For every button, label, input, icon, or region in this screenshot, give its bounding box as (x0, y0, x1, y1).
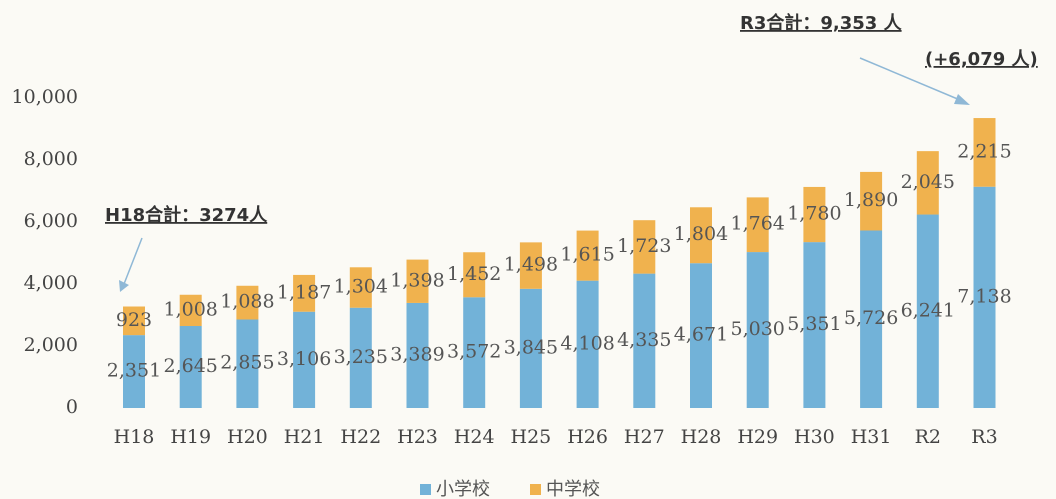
value-label: 5,351 (787, 313, 841, 335)
bar-segment (746, 197, 769, 253)
bar-segment (123, 335, 145, 408)
bar-segment (690, 263, 712, 408)
bar-segment (576, 230, 599, 281)
bar-segment (860, 230, 883, 408)
x-tick-label: H23 (397, 426, 438, 448)
legend-label: 中学校 (546, 479, 600, 499)
value-label: 5,030 (730, 318, 784, 340)
bar-segment (236, 319, 259, 408)
annotation: H18合計：3274人 (105, 204, 268, 226)
arrowhead (954, 94, 970, 105)
x-tick-label: H18 (114, 426, 155, 448)
value-label: 1,452 (447, 263, 501, 285)
bar-segment (463, 252, 486, 298)
bar-segment (123, 306, 145, 336)
value-label: 1,398 (390, 269, 444, 291)
value-label: 4,671 (674, 324, 728, 346)
x-tick-label: H28 (681, 426, 722, 448)
bar-segment (633, 220, 656, 274)
x-tick-label: H25 (511, 426, 552, 448)
value-label: 3,572 (447, 341, 501, 363)
value-label: 4,335 (617, 329, 671, 351)
bar-segment (519, 288, 542, 408)
bar-segment (293, 311, 316, 408)
bar-segment (803, 242, 826, 408)
value-label: 1,764 (730, 213, 784, 235)
bar-segment (916, 151, 939, 215)
bar-segment (406, 302, 429, 408)
x-tick-label: H19 (170, 426, 211, 448)
annotation: R3合計：9,353 人 (740, 12, 903, 34)
y-tick-label: 4,000 (24, 272, 78, 294)
value-label: 1,890 (844, 189, 898, 211)
value-label: 3,235 (334, 346, 388, 368)
value-label: 6,241 (901, 299, 955, 321)
value-label: 3,389 (390, 343, 444, 365)
bar-segment (803, 186, 826, 243)
value-label: 4,108 (560, 332, 614, 354)
y-tick-label: 6,000 (24, 210, 78, 232)
x-tick-label: H27 (624, 426, 665, 448)
value-label: 7,138 (957, 285, 1011, 307)
x-tick-label: H24 (454, 426, 495, 448)
y-tick-label: 8,000 (24, 148, 78, 170)
value-label: 2,215 (957, 140, 1011, 162)
bar-segment (463, 297, 486, 408)
bar-segment (349, 307, 372, 408)
x-tick-label: H31 (851, 426, 892, 448)
value-label: 1,008 (163, 298, 217, 320)
bar-segment (179, 294, 202, 327)
arrowhead (119, 280, 129, 292)
bar-segment (179, 326, 202, 408)
x-tick-label: H20 (227, 426, 268, 448)
value-label: 923 (116, 309, 152, 331)
bar-segment (746, 252, 769, 408)
bar-segment (349, 267, 372, 308)
bar-segment (860, 171, 883, 231)
value-label: 2,045 (901, 171, 955, 193)
bar-segment (293, 274, 316, 312)
value-label: 1,187 (277, 281, 331, 303)
value-label: 1,498 (504, 254, 558, 276)
value-label: 3,106 (277, 348, 331, 370)
bar-segment (690, 207, 712, 264)
value-label: 1,088 (220, 291, 274, 313)
value-label: 1,780 (787, 203, 841, 225)
value-label: 5,726 (844, 307, 898, 329)
x-tick-label: H29 (737, 426, 778, 448)
value-label: 1,304 (334, 276, 388, 298)
bar-segment (519, 242, 542, 289)
bar-segment (916, 214, 939, 408)
value-label: 2,645 (163, 355, 217, 377)
y-tick-label: 2,000 (24, 334, 78, 356)
x-tick-label: R2 (915, 426, 941, 448)
legend-swatch (420, 484, 431, 495)
x-tick-label: H22 (340, 426, 381, 448)
bar-segment (633, 273, 656, 408)
bar-segment (576, 280, 599, 408)
x-tick-label: H26 (567, 426, 608, 448)
value-label: 1,723 (617, 235, 671, 257)
annotation: (+6,079 人) (925, 49, 1038, 70)
bar-segment (406, 259, 429, 303)
value-label: 1,615 (560, 244, 614, 266)
arrow (859, 57, 961, 101)
x-tick-label: H21 (284, 426, 325, 448)
value-label: 2,855 (220, 352, 274, 374)
y-tick-label: 10,000 (12, 86, 78, 108)
bar-segment (973, 186, 996, 408)
value-label: 1,804 (674, 223, 728, 245)
x-tick-label: H30 (794, 426, 835, 448)
value-label: 3,845 (504, 336, 558, 358)
y-tick-label: 0 (66, 396, 78, 418)
x-tick-label: R3 (971, 426, 997, 448)
legend-swatch (530, 484, 541, 495)
arrow (123, 237, 143, 285)
bar-segment (973, 118, 996, 187)
bar-segment (236, 285, 259, 320)
value-label: 2,351 (107, 360, 161, 382)
legend-label: 小学校 (436, 479, 490, 499)
